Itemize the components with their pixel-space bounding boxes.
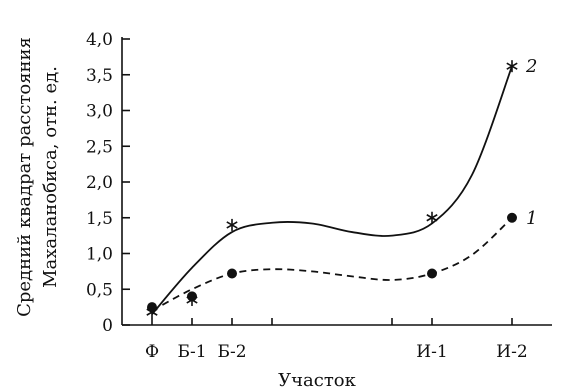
y-tick-label: 1,0 xyxy=(86,245,113,265)
series-1-point xyxy=(507,212,517,223)
x-tick-label: И-2 xyxy=(496,342,527,362)
x-tick-label: Б-1 xyxy=(177,342,206,362)
x-tick-label: И-1 xyxy=(416,342,447,362)
markers-layer xyxy=(146,60,518,319)
axes-layer xyxy=(121,37,552,326)
series-2-point xyxy=(506,60,518,73)
curves-layer xyxy=(151,65,513,315)
y-tick-label: 0,5 xyxy=(86,280,113,300)
series-2-point xyxy=(426,211,438,224)
y-axis-title-line2: Махаланобиса, отн. ед. xyxy=(40,66,61,288)
series-2-point xyxy=(226,218,238,231)
y-tick-label: 3,0 xyxy=(86,102,113,122)
x-axis-title: Участок xyxy=(278,370,357,391)
y-tick-label: 1,5 xyxy=(86,209,113,229)
series-1-label: 1 xyxy=(526,208,537,229)
x-tick-label: Б-2 xyxy=(217,342,246,362)
labels-layer: 0 0,5 1,0 1,5 2,0 2,5 3,0 3,5 4,0 Ф Б-1 Б-2 И-1 И-2 2 1 xyxy=(86,30,538,362)
series-1-point xyxy=(147,302,157,313)
x-tick-label: Ф xyxy=(145,342,159,362)
y-tick-label: 3,5 xyxy=(86,66,113,86)
series-1-point xyxy=(227,268,237,279)
series-1-line xyxy=(151,217,513,312)
series-1-point xyxy=(187,291,197,302)
y-tick-label: 2,5 xyxy=(86,137,113,157)
series-2-label: 2 xyxy=(525,56,537,77)
y-tick-label: 2,0 xyxy=(86,173,113,193)
y-tick-label: 4,0 xyxy=(86,30,113,50)
y-axis-title-line1: Средний квадрат расстояния xyxy=(14,37,35,317)
series-1-point xyxy=(427,268,437,279)
y-tick-label: 0 xyxy=(102,316,113,336)
series-2-line xyxy=(151,65,513,315)
